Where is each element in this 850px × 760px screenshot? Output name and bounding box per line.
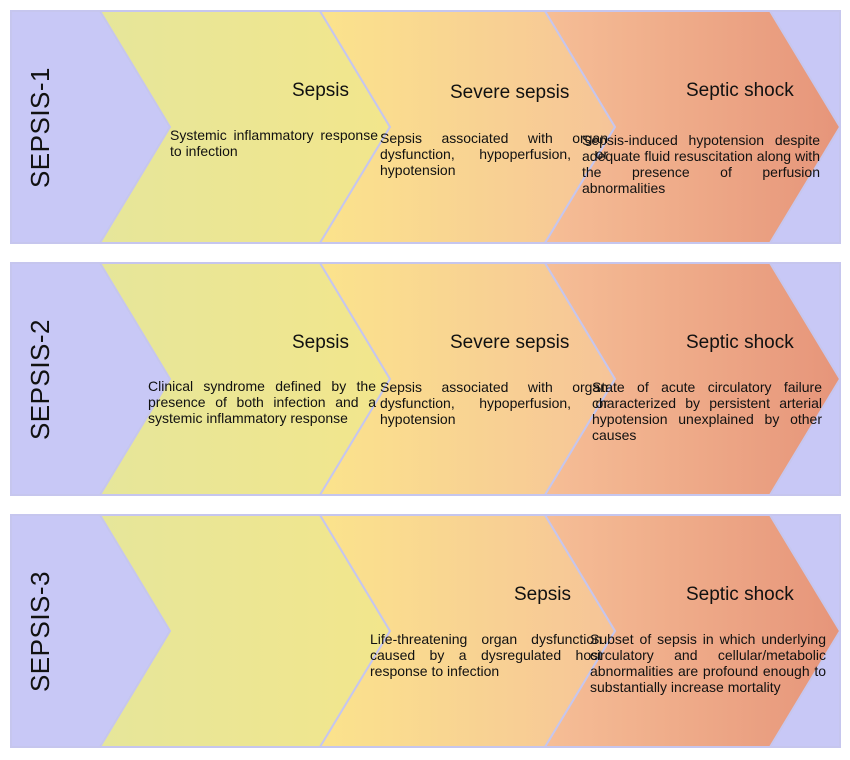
sepsis-2-row: SEPSIS-2 Sepsis Clinical syndrome define…: [0, 262, 850, 496]
sepsis-1-chevrons: [10, 10, 842, 244]
row-label: SEPSIS-3: [12, 514, 70, 748]
stage-description: State of acute circulatory failure chara…: [592, 379, 822, 443]
stage-description: Sepsis-induced hypotension despite adequ…: [582, 132, 820, 196]
stage-title: Sepsis: [292, 80, 350, 101]
row-label: SEPSIS-2: [12, 262, 70, 496]
stage-title: Sepsis: [514, 584, 572, 605]
stage-description: Sepsis associated with organ dysfunction…: [380, 130, 608, 178]
stage-description: Subset of sepsis in which underlying cir…: [590, 631, 826, 695]
stage-title: Sepsis: [292, 332, 350, 353]
stage-title: Severe sepsis: [450, 82, 570, 103]
stage-title: Severe sepsis: [450, 332, 570, 353]
stage-description: Clinical syndrome defined by the presenc…: [148, 378, 376, 426]
stage-chevron-3: [543, 262, 842, 496]
stage-chevron-3: [543, 10, 842, 244]
row-label: SEPSIS-1: [12, 10, 70, 244]
sepsis-3-row: SEPSIS-3 Sepsis Life-threatening organ d…: [0, 514, 850, 748]
row-label-text: SEPSIS-2: [25, 318, 56, 440]
sepsis-3-chevrons: [10, 514, 842, 748]
stage-description: Life-threatening organ dysfunction cause…: [370, 631, 602, 679]
row-label-text: SEPSIS-3: [25, 570, 56, 692]
stage-chevron-3: [543, 514, 842, 748]
stage-title: Septic shock: [686, 584, 794, 605]
stage-title: Septic shock: [686, 80, 794, 101]
stage-description: Systemic inflammatory response to infect…: [170, 127, 378, 159]
sepsis-1-row: SEPSIS-1 Sepsis Systemic inflammatory re…: [0, 10, 850, 244]
stage-description: Sepsis associated with organ dysfunction…: [380, 379, 608, 427]
stage-title: Septic shock: [686, 332, 794, 353]
sepsis-2-chevrons: [10, 262, 842, 496]
row-label-text: SEPSIS-1: [25, 66, 56, 188]
